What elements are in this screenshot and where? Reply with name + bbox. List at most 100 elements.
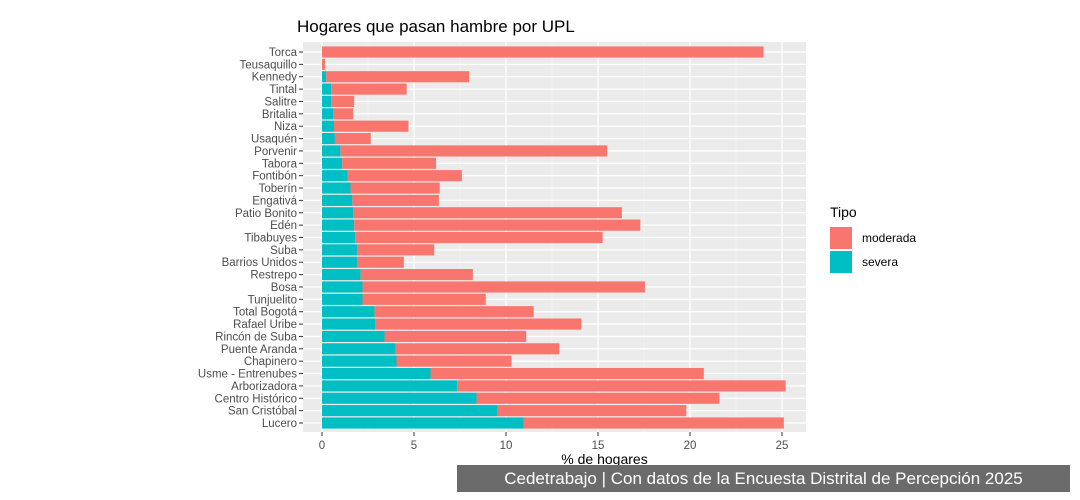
y-tick-label: Niza [274,121,298,133]
x-tick-label: 25 [776,440,789,452]
y-tick-label: Lucero [262,418,297,430]
bar-moderada [360,269,473,281]
legend-label-severa: severa [862,255,898,269]
bar-severa [322,293,363,305]
y-tick-label: Kennedy [252,72,298,84]
bar-severa [322,207,354,219]
bar-severa [322,231,356,244]
bar-moderada [497,405,687,417]
bar-severa [322,318,376,330]
bar-moderada [322,58,326,70]
bar-moderada [457,380,786,392]
y-tick-label: Edén [270,220,297,232]
bar-moderada [340,145,608,157]
y-tick-label: Engativá [252,195,297,207]
legend-title: Tipo [830,204,857,220]
bar-severa [322,219,355,231]
y-tick-label: Suba [270,245,297,257]
y-tick-label: Usaquén [251,134,297,146]
bar-severa [322,145,341,157]
y-tick-label: Barrios Unidos [222,257,298,269]
chart-title: Hogares que pasan hambre por UPL [297,17,575,36]
bar-moderada [374,306,534,318]
y-tick-label: Tintal [269,84,297,96]
bar-severa [322,95,332,108]
bar-severa [322,182,351,194]
y-tick-label: Torca [269,47,298,59]
y-tick-label: Salitre [264,96,297,108]
bar-severa [322,343,396,355]
bar-severa [322,108,334,120]
bar-moderada [396,355,512,367]
bar-severa [322,380,458,392]
bar-severa [322,269,361,281]
bar-severa [322,392,477,404]
bar-moderada [333,108,354,120]
y-tick-label: Restrepo [250,270,297,282]
x-tick-label: 15 [592,440,605,452]
bar-severa [322,256,357,268]
bar-moderada [326,71,470,83]
x-tick-label: 10 [500,440,513,452]
y-tick-label: Patio Bonito [235,208,297,220]
bar-severa [322,194,353,206]
bar-moderada [342,157,437,169]
bar-moderada [350,182,440,194]
bar-moderada [430,367,704,380]
bar-severa [322,170,348,182]
y-tick-label: Puente Aranda [221,344,298,356]
bar-moderada [362,293,486,305]
bar-moderada [322,46,764,58]
bar-severa [322,133,335,145]
legend-label-moderada: moderada [862,231,916,245]
y-tick-label: Rincón de Suba [215,331,297,343]
y-tick-label: Tibabuyes [244,233,297,245]
y-tick-label: Toberín [259,183,297,195]
y-tick-label: Chapinero [244,356,297,368]
bar-moderada [331,83,407,95]
bar-severa [322,120,334,132]
x-tick-label: 0 [319,440,325,452]
bar-severa [322,71,327,83]
bar-severa [322,83,332,95]
y-tick-label: Tunjuelito [248,294,297,306]
legend-swatch-severa [830,251,852,273]
bar-moderada [476,392,720,404]
legend-swatch-moderada [830,227,852,249]
bar-moderada [355,231,603,244]
bar-moderada [331,95,355,108]
y-tick-label: Rafael Uribe [233,319,297,331]
bar-moderada [375,318,582,330]
bar-severa [322,281,363,293]
bar-moderada [354,219,641,231]
bar-severa [322,417,524,429]
bar-moderada [523,417,784,429]
y-tick-label: Teusaquillo [239,59,297,71]
bar-severa [322,330,385,342]
y-tick-label: Bosa [271,282,298,294]
x-tick-label: 20 [684,440,697,452]
bar-moderada [384,330,527,342]
bar-severa [322,367,431,380]
bar-moderada [347,170,462,182]
bar-moderada [356,256,404,268]
y-tick-label: Centro Histórico [215,393,297,405]
bar-moderada [352,194,439,206]
bar-severa [322,306,375,318]
y-tick-label: Porvenir [254,146,297,158]
source-caption: Cedetrabajo | Con datos de la Encuesta D… [457,465,1070,492]
bar-moderada [362,281,645,293]
y-tick-label: Usme - Entrenubes [198,369,297,381]
x-axis-title: % de hogares [561,451,647,467]
bar-severa [322,355,397,367]
bar-severa [322,157,343,169]
y-tick-label: Total Bogotá [233,307,298,319]
bar-moderada [353,207,622,219]
bar-moderada [334,133,371,145]
y-tick-label: Tabora [262,158,298,170]
bar-moderada [356,244,435,256]
bar-moderada [395,343,560,355]
bar-severa [322,405,498,417]
bar-moderada [333,120,409,132]
